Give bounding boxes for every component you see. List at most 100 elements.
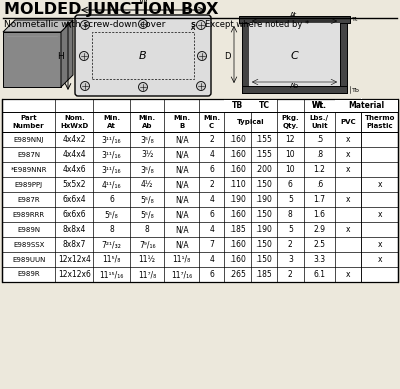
Bar (242, 18, 249, 93)
Text: 5⁵/₈: 5⁵/₈ (140, 195, 154, 204)
Text: 8: 8 (145, 225, 150, 234)
Text: TB: TB (232, 101, 243, 110)
Circle shape (196, 21, 206, 30)
Text: TC: TC (258, 101, 270, 110)
Text: .160: .160 (229, 255, 246, 264)
Text: 4: 4 (209, 255, 214, 264)
Text: Tt: Tt (352, 16, 358, 21)
Text: E987N: E987N (17, 151, 40, 158)
Text: 11⁵/₈: 11⁵/₈ (102, 255, 121, 264)
Text: At: At (290, 12, 298, 18)
Text: 1.7: 1.7 (313, 195, 325, 204)
Text: E989R: E989R (17, 272, 40, 277)
Text: N/A: N/A (175, 165, 188, 174)
Text: 11½: 11½ (139, 255, 156, 264)
Bar (340, 18, 347, 93)
Text: .200: .200 (256, 165, 272, 174)
Text: 8x8x7: 8x8x7 (63, 240, 86, 249)
Text: Material: Material (348, 101, 384, 110)
Text: 8: 8 (109, 225, 114, 234)
Text: .190: .190 (256, 195, 272, 204)
Bar (3, 32, 61, 87)
Text: 4x4x4: 4x4x4 (62, 150, 86, 159)
Bar (242, 86, 347, 93)
Text: Typical: Typical (237, 119, 264, 125)
Text: x: x (378, 240, 382, 249)
Text: Wt.: Wt. (312, 101, 327, 110)
Text: .185: .185 (256, 270, 272, 279)
Bar (2, 99, 398, 282)
Text: 4x4x2: 4x4x2 (62, 135, 86, 144)
Text: 2.9: 2.9 (313, 225, 325, 234)
Text: D: D (224, 51, 231, 61)
Text: .150: .150 (256, 210, 272, 219)
Text: 11¹/₈: 11¹/₈ (172, 255, 191, 264)
Text: W: W (138, 0, 148, 6)
Bar (249, 23, 340, 86)
Text: PVC: PVC (340, 119, 356, 125)
Text: N/A: N/A (175, 135, 188, 144)
Text: 2: 2 (209, 135, 214, 144)
Text: 4: 4 (209, 225, 214, 234)
Text: 7: 7 (209, 240, 214, 249)
Text: .265: .265 (229, 270, 246, 279)
Bar (250, 112, 251, 132)
Text: .190: .190 (229, 195, 246, 204)
Text: 1.2: 1.2 (313, 165, 325, 174)
Text: N/A: N/A (175, 210, 188, 219)
Text: N/A: N/A (175, 195, 188, 204)
Text: .110: .110 (229, 180, 246, 189)
Text: 3: 3 (288, 255, 293, 264)
Text: 2: 2 (288, 240, 293, 249)
Text: N/A: N/A (175, 180, 188, 189)
Text: 4: 4 (209, 150, 214, 159)
Text: N/A: N/A (175, 240, 188, 249)
Text: E989N: E989N (17, 226, 40, 233)
Text: 12x12x4: 12x12x4 (58, 255, 91, 264)
Text: Nom.
HxWxD: Nom. HxWxD (60, 115, 88, 129)
Text: Part
Number: Part Number (13, 115, 44, 129)
Text: x: x (346, 270, 350, 279)
Text: 3⁵/₈: 3⁵/₈ (140, 165, 154, 174)
Text: Material: Material (348, 101, 384, 110)
Text: 12x12x6: 12x12x6 (58, 270, 91, 279)
Text: S: S (190, 22, 196, 28)
Text: 3¹¹/₁₆: 3¹¹/₁₆ (102, 150, 122, 159)
Text: .160: .160 (229, 150, 246, 159)
Circle shape (138, 82, 148, 91)
Text: 10: 10 (286, 150, 295, 159)
Text: 4: 4 (209, 195, 214, 204)
Bar (361, 98, 362, 112)
Text: 11⁷/₁₆: 11⁷/₁₆ (171, 270, 192, 279)
Circle shape (80, 21, 90, 30)
Text: 5: 5 (288, 195, 293, 204)
Text: *E989NNR: *E989NNR (10, 166, 47, 172)
Bar (335, 99, 398, 112)
Text: 3⁵/₈: 3⁵/₈ (140, 135, 154, 144)
FancyBboxPatch shape (75, 15, 211, 96)
Text: E989RRR: E989RRR (12, 212, 45, 217)
Text: 5: 5 (288, 225, 293, 234)
Text: MOLDED JUNCTION BOX: MOLDED JUNCTION BOX (4, 2, 218, 17)
Text: E989SSX: E989SSX (13, 242, 44, 247)
Text: .155: .155 (256, 135, 272, 144)
Text: Min.
Ab: Min. Ab (139, 115, 156, 129)
Bar (224, 99, 277, 112)
Text: .150: .150 (256, 255, 272, 264)
Text: .6: .6 (316, 180, 323, 189)
Text: 3¹¹/₁₆: 3¹¹/₁₆ (102, 135, 122, 144)
Text: E989UUN: E989UUN (12, 256, 45, 263)
Text: 6x6x4: 6x6x4 (62, 195, 86, 204)
Text: Min.
B: Min. B (173, 115, 190, 129)
Text: x: x (346, 225, 350, 234)
Text: x: x (346, 165, 350, 174)
Text: .8: .8 (316, 150, 323, 159)
Text: 2.5: 2.5 (313, 240, 325, 249)
Text: H: H (57, 51, 64, 61)
Text: Pkg.
Qty.: Pkg. Qty. (282, 115, 299, 129)
Text: 10: 10 (286, 165, 295, 174)
Text: 6: 6 (109, 195, 114, 204)
Text: .150: .150 (256, 240, 272, 249)
Text: x: x (378, 210, 382, 219)
Text: 6: 6 (209, 270, 214, 279)
